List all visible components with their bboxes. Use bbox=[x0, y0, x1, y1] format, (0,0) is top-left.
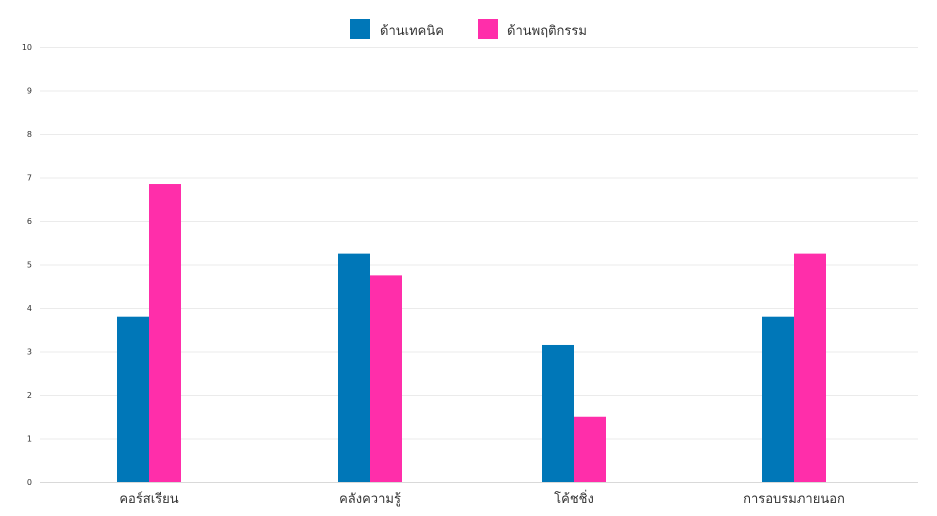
gridlines bbox=[40, 47, 918, 440]
y-tick-label: 9 bbox=[27, 87, 32, 96]
bar-behavioral[interactable] bbox=[149, 184, 181, 482]
x-category-label: การอบรมภายนอก bbox=[743, 492, 845, 507]
y-tick-label: 7 bbox=[27, 174, 32, 183]
y-tick-label: 5 bbox=[27, 261, 32, 270]
x-category-label: คอร์สเรียน bbox=[119, 491, 178, 507]
y-tick-label: 2 bbox=[27, 391, 32, 400]
y-tick-label: 6 bbox=[27, 217, 32, 226]
y-tick-label: 0 bbox=[27, 478, 32, 487]
bar-technical[interactable] bbox=[117, 316, 149, 482]
legend-swatch-behavioral bbox=[478, 19, 498, 39]
y-tick-label: 3 bbox=[27, 348, 32, 357]
bar-technical[interactable] bbox=[338, 253, 370, 482]
x-category-label: คลังความรู้ bbox=[339, 492, 401, 507]
x-category-label: โค้ชชิ่ง bbox=[554, 490, 594, 507]
y-tick-label: 10 bbox=[22, 43, 32, 52]
x-axis-labels: คอร์สเรียน คลังความรู้ โค้ชชิ่ง การอบรมภายน… bbox=[119, 490, 845, 507]
legend: ด้านเทคนิค ด้านพฤติกรรม bbox=[350, 19, 587, 39]
legend-item-behavioral[interactable]: ด้านพฤติกรรม bbox=[478, 19, 587, 39]
legend-label-behavioral: ด้านพฤติกรรม bbox=[507, 24, 587, 39]
bars bbox=[117, 184, 826, 482]
bar-behavioral[interactable] bbox=[574, 416, 606, 482]
y-tick-label: 1 bbox=[27, 435, 32, 444]
legend-item-technical[interactable]: ด้านเทคนิค bbox=[350, 19, 444, 39]
legend-label-technical: ด้านเทคนิค bbox=[380, 24, 444, 39]
bar-technical[interactable] bbox=[542, 344, 574, 482]
y-tick-label: 8 bbox=[27, 130, 32, 139]
legend-swatch-technical bbox=[350, 19, 370, 39]
y-tick-label: 4 bbox=[27, 304, 32, 313]
bar-behavioral[interactable] bbox=[794, 253, 826, 482]
bar-behavioral[interactable] bbox=[370, 275, 402, 482]
y-axis-ticks: 0 1 2 3 4 5 6 7 8 9 10 bbox=[22, 43, 32, 487]
bar-technical[interactable] bbox=[762, 316, 794, 482]
